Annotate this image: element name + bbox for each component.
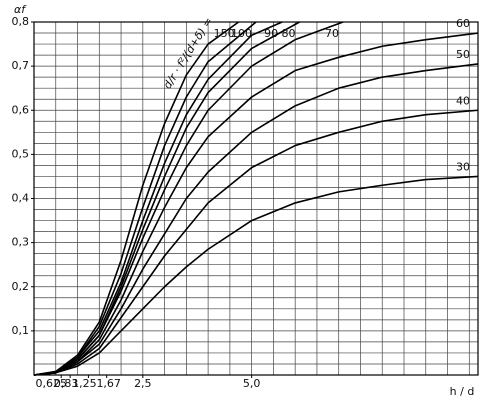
curve (33, 21, 344, 376)
y-axis-label: αf (14, 3, 27, 16)
x-tick-label: 1,67 (96, 377, 121, 390)
curve-label: 80 (282, 27, 296, 40)
curve-label: 100 (231, 27, 252, 40)
curve (33, 21, 283, 376)
curve-label: 50 (456, 48, 470, 61)
x-tick-label: 0,83 (54, 377, 79, 390)
curve-label: 60 (456, 17, 470, 30)
curve-label: 70 (325, 27, 339, 40)
y-tick-label: 0,7 (12, 59, 30, 72)
x-tick-label: 5,0 (243, 377, 261, 390)
x-tick-label: 2,5 (134, 377, 152, 390)
y-tick-label: 0,8 (12, 15, 30, 28)
x-axis-label: h / d (450, 385, 475, 398)
x-tick-label: 0,625 (35, 377, 67, 390)
curve (33, 63, 479, 376)
curve (33, 21, 240, 376)
y-tick-label: 0,2 (12, 280, 30, 293)
y-tick-label: 0,4 (12, 192, 30, 205)
y-tick-label: 0,1 (12, 324, 30, 337)
curve (33, 32, 479, 376)
curve-label: 150 (214, 27, 235, 40)
curve-label: 90 (264, 27, 278, 40)
x-tick-label: 1,25 (72, 377, 97, 390)
curve (33, 175, 479, 376)
curve-label: 30 (456, 160, 470, 173)
curve (33, 109, 479, 376)
y-tick-label: 0,3 (12, 236, 30, 249)
curve-label: 40 (456, 94, 470, 107)
y-tick-label: 0,5 (12, 147, 30, 160)
y-tick-label: 0,6 (12, 103, 30, 116)
